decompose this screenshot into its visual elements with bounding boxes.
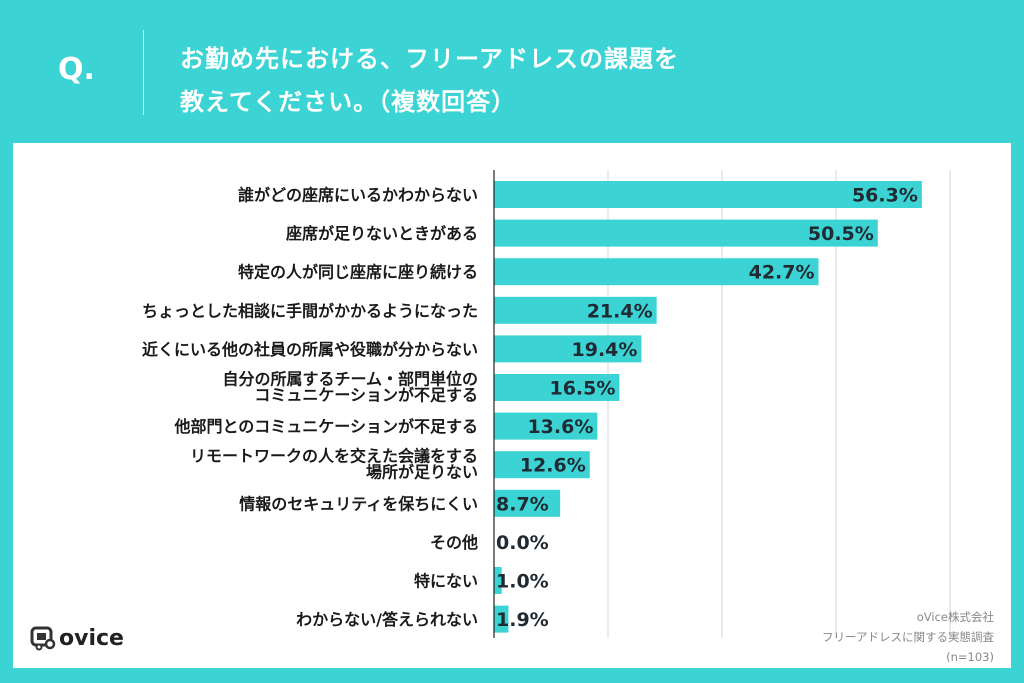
bar <box>494 567 502 594</box>
value-label: 12.6% <box>520 455 586 477</box>
ovice-logo: ovice <box>30 625 124 651</box>
value-label: 56.3% <box>852 185 918 207</box>
bar <box>494 451 590 479</box>
category-label: 特定の人が同じ座席に座り続ける <box>238 263 478 282</box>
value-label: 1.9% <box>496 609 549 631</box>
value-label: 42.7% <box>749 262 815 284</box>
value-label: 21.4% <box>587 300 653 322</box>
category-label: 近くにいる他の社員の所属や役職が分からない <box>142 340 478 359</box>
title-line-2: 教えてください。（複数回答） <box>180 88 517 116</box>
value-labels: 56.3% 50.5% 42.7% 21.4% 19.4% 16.5% 13.6% 12.6%… <box>496 185 918 632</box>
header-divider <box>143 30 144 115</box>
value-label: 19.4% <box>572 339 638 361</box>
source-sample-size: (n=103) <box>946 650 994 664</box>
value-label: 13.6% <box>527 416 593 438</box>
category-label: 情報のセキュリティを保ちにくい <box>239 494 478 513</box>
ovice-logo-icon <box>30 626 56 651</box>
chart-title: お勤め先における、フリーアドレスの課題を 教えてください。（複数回答） <box>180 38 679 124</box>
title-line-1: お勤め先における、フリーアドレスの課題を <box>180 45 680 73</box>
category-label: 誰がどの座席にいるかわからない <box>238 186 478 205</box>
category-label: 特にない <box>414 572 478 591</box>
category-labels: 誰がどの座席にいるかわからない座席が足りないときがある特定の人が同じ座席に座り続… <box>142 186 478 630</box>
value-label: 16.5% <box>549 378 615 400</box>
category-label: ちょっとした相談に手間がかかるようになった <box>142 301 478 320</box>
bar <box>494 296 657 324</box>
bar <box>494 605 509 633</box>
bars <box>494 181 922 633</box>
category-label: リモートワークの人を交えた会議をする <box>190 447 478 466</box>
category-label: コミュニケーションが不足する <box>254 386 478 405</box>
value-label: 8.7% <box>496 493 549 515</box>
category-label: 他部門とのコミュニケーションが不足する <box>173 417 478 436</box>
source-company: oVice株式会社 <box>916 610 994 624</box>
bar <box>494 335 642 363</box>
value-label: 1.0% <box>496 571 549 593</box>
category-label: 座席が足りないときがある <box>285 224 478 243</box>
bar <box>494 181 922 208</box>
bar <box>494 489 561 517</box>
ovice-logo-text: ovice <box>59 625 124 651</box>
question-marker: Q. <box>58 52 95 87</box>
category-label: 自分の所属するチーム・部門単位の <box>222 370 478 389</box>
source-survey: フリーアドレスに関する実態調査 <box>821 630 994 644</box>
source-note: oVice株式会社 フリーアドレスに関する実態調査 (n=103) <box>822 607 994 667</box>
bar <box>494 219 878 247</box>
bar <box>494 412 598 440</box>
bar <box>494 258 819 286</box>
category-label: 場所が足りない <box>366 463 478 482</box>
bar <box>494 374 620 401</box>
gridlines <box>607 170 951 638</box>
category-label: わからない/答えられない <box>296 610 478 629</box>
value-label: 0.0% <box>496 532 549 554</box>
value-label: 50.5% <box>808 223 874 245</box>
category-label: その他 <box>430 533 478 552</box>
